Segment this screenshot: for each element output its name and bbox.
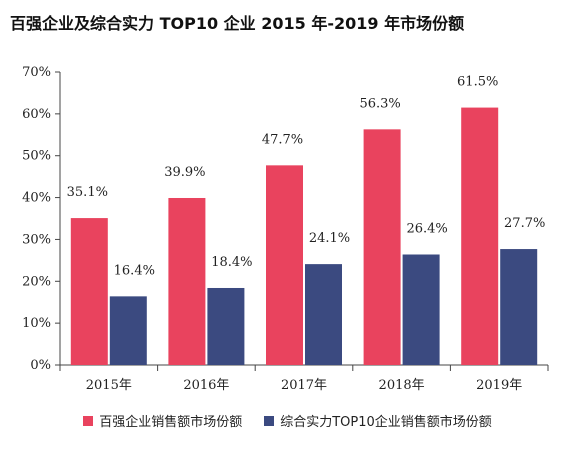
bar-top100 bbox=[266, 165, 303, 365]
bar-top10 bbox=[305, 264, 342, 365]
legend-item-top10: 综合实力TOP10企业销售额市场份额 bbox=[264, 411, 492, 430]
data-label: 61.5% bbox=[457, 75, 498, 90]
data-label: 16.4% bbox=[114, 263, 155, 278]
legend-label-top10: 综合实力TOP10企业销售额市场份额 bbox=[280, 415, 492, 430]
data-label: 18.4% bbox=[211, 255, 252, 270]
y-tick-label: 10% bbox=[22, 316, 51, 331]
x-tick-label: 2017年 bbox=[281, 378, 327, 393]
data-label: 39.9% bbox=[164, 165, 205, 180]
bar-top100 bbox=[461, 107, 499, 365]
bar-top10 bbox=[109, 296, 147, 365]
y-tick-label: 40% bbox=[22, 191, 51, 206]
bar-chart: 0% 10% 20% 30% 40% 50% 60% 70% 2015年 2016年 2017年 20… bbox=[22, 65, 549, 393]
data-label: 35.1% bbox=[67, 185, 108, 200]
bar-top10 bbox=[402, 254, 440, 365]
bar-top10 bbox=[500, 249, 538, 365]
y-tick-label: 0% bbox=[30, 358, 51, 373]
x-tick-label: 2018年 bbox=[379, 378, 425, 393]
x-tick-label: 2015年 bbox=[86, 378, 132, 393]
bar-top100 bbox=[363, 129, 401, 365]
bar-top10 bbox=[207, 287, 245, 365]
data-label: 56.3% bbox=[359, 96, 400, 111]
bar-top100 bbox=[70, 218, 108, 365]
data-label: 27.7% bbox=[504, 216, 545, 231]
y-tick-label: 60% bbox=[22, 107, 51, 122]
x-tick-label: 2016年 bbox=[183, 378, 229, 393]
legend-item-top100: 百强企业销售额市场份额 bbox=[83, 411, 242, 430]
data-label: 26.4% bbox=[406, 221, 447, 236]
data-label: 47.7% bbox=[262, 132, 303, 147]
chart-title: 百强企业及综合实力 TOP10 企业 2015 年-2019 年市场份额 bbox=[10, 14, 465, 33]
y-tick-label: 30% bbox=[22, 232, 51, 247]
bar-top100 bbox=[168, 197, 206, 365]
y-tick-label: 20% bbox=[22, 274, 51, 289]
legend-label-top100: 百强企业销售额市场份额 bbox=[99, 415, 243, 430]
legend-swatch-top100 bbox=[83, 415, 94, 426]
x-tick-label: 2019年 bbox=[476, 378, 522, 393]
data-label: 24.1% bbox=[309, 231, 350, 246]
legend: 百强企业销售额市场份额 综合实力TOP10企业销售额市场份额 bbox=[0, 411, 575, 430]
y-tick-label: 50% bbox=[22, 149, 51, 164]
legend-swatch-top10 bbox=[264, 415, 275, 426]
y-tick-label: 70% bbox=[22, 65, 51, 80]
